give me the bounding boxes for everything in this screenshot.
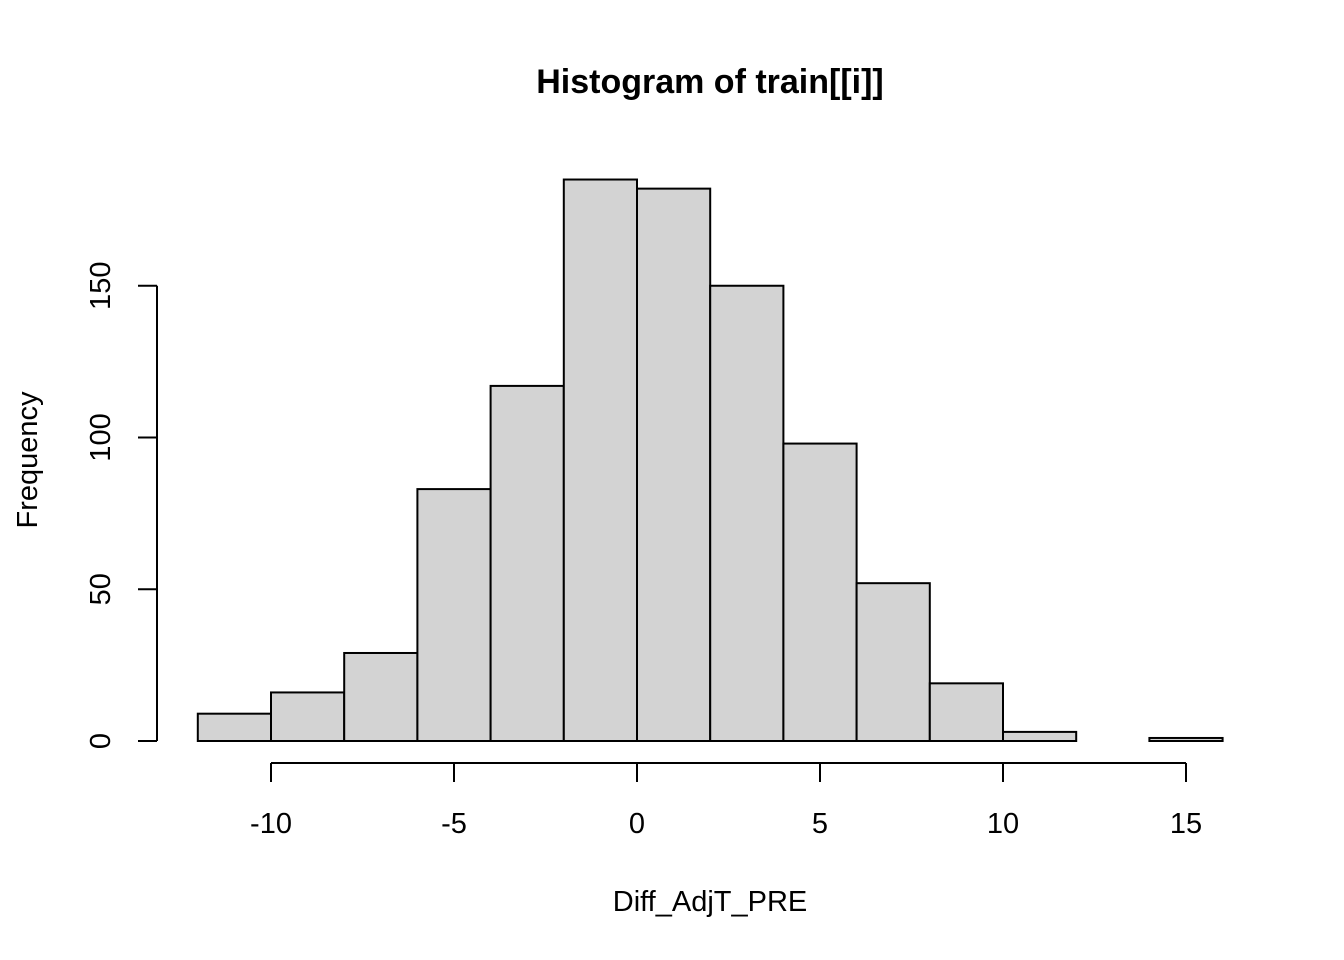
bars-group <box>196 178 1224 743</box>
chart-title: Histogram of train[[i]] <box>536 63 884 101</box>
x-axis-label: Diff_AdjT_PRE <box>613 886 808 918</box>
histogram-bar <box>196 712 272 742</box>
y-axis-label: Frequency <box>12 391 44 529</box>
histogram-bar <box>928 682 1004 743</box>
histogram-bar <box>855 582 931 742</box>
histogram-bar <box>1002 730 1078 743</box>
x-axis: -10 -5 0 5 10 15 <box>250 762 1202 840</box>
y-tick-label: 50 <box>85 573 117 605</box>
histogram-bar <box>489 384 565 742</box>
histogram-bar <box>416 488 492 742</box>
histogram-bar <box>636 187 712 742</box>
histogram-bar <box>270 691 346 743</box>
histogram-bar <box>709 284 785 742</box>
histogram-bar <box>782 442 858 742</box>
y-axis: 0 50 100 150 <box>85 262 158 749</box>
x-tick-label: 5 <box>812 808 828 840</box>
y-tick-label: 150 <box>85 262 117 310</box>
y-tick-label: 100 <box>85 413 117 461</box>
x-tick-label: 0 <box>629 808 645 840</box>
x-tick-label: 15 <box>1170 808 1202 840</box>
histogram-bar <box>343 651 419 742</box>
y-tick-label: 0 <box>85 733 117 749</box>
x-tick-label: -5 <box>441 808 467 840</box>
histogram-bar <box>562 178 638 742</box>
x-tick-label: -10 <box>250 808 292 840</box>
histogram-bar <box>1148 736 1224 743</box>
x-tick-label: 10 <box>987 808 1019 840</box>
